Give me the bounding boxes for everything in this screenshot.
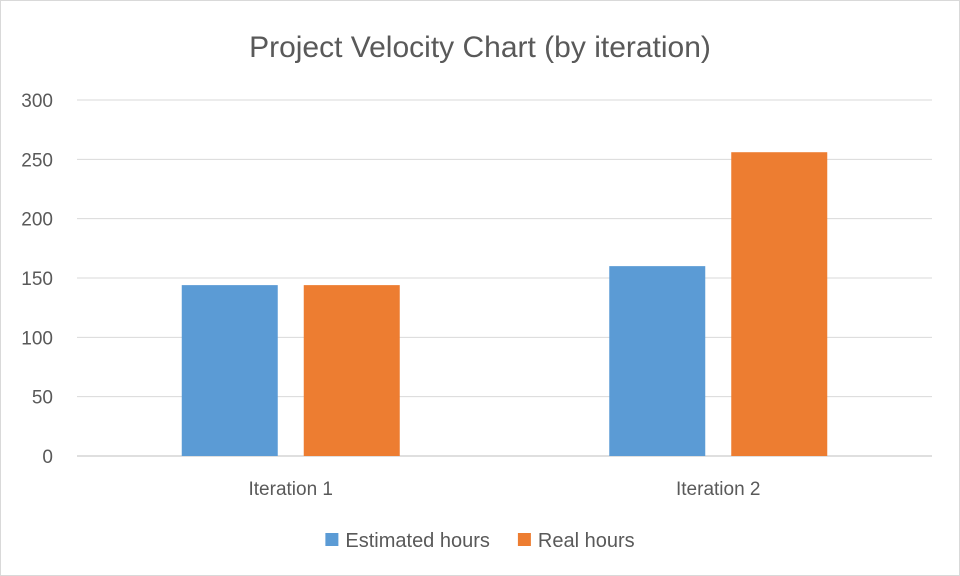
legend-swatch [325,533,339,546]
y-tick-label: 0 [42,447,53,468]
legend-swatch [517,533,531,546]
y-tick-label: 150 [21,269,53,290]
bars [181,152,828,457]
y-tick-label: 300 [21,91,53,112]
y-tick-label: 200 [21,210,53,231]
legend-item: Estimated hours [325,530,490,552]
y-tick-label: 250 [21,150,53,171]
legend-item: Real hours [517,530,635,552]
y-tick-label: 100 [21,328,53,349]
legend-label: Real hours [538,530,635,552]
bar-real-hours-2 [731,152,828,457]
y-tick-label: 50 [32,388,53,409]
x-tick-label: Iteration 1 [249,479,334,500]
chart-title: Project Velocity Chart (by iteration) [249,31,711,64]
x-axis: Iteration 1 Iteration 2 [249,479,761,500]
x-tick-label: Iteration 2 [676,479,761,500]
legend: Estimated hours Real hours [325,530,635,552]
y-axis: 0 50 100 150 200 250 300 [21,91,53,468]
bar-real-hours-1 [303,285,400,456]
bar-estimated-hours-2 [609,266,706,456]
legend-label: Estimated hours [345,530,490,552]
bar-estimated-hours-1 [181,285,278,456]
